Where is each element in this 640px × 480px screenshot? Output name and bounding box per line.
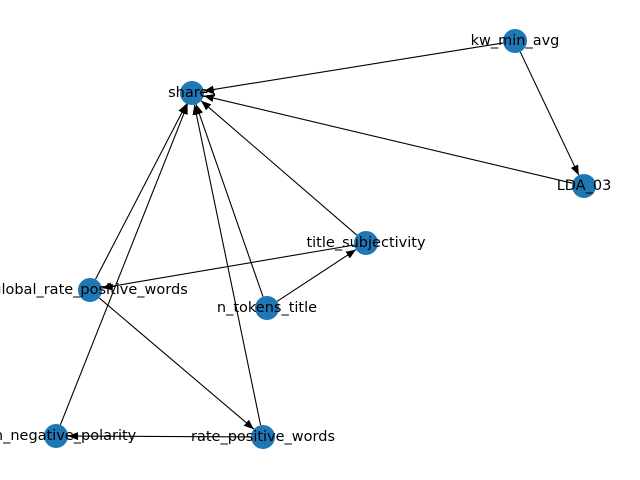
node-n_tokens_title	[255, 296, 279, 320]
node-shares	[180, 81, 204, 105]
edge-kw_min_avg-to-shares	[203, 42, 504, 94]
edge-rate_positive_words-to-min_negative_polarity	[67, 432, 252, 441]
edge-LDA_03-to-shares	[203, 94, 573, 184]
node-min_negative_polarity	[44, 424, 68, 448]
edge-rate_positive_words-to-shares	[192, 104, 262, 426]
edge-min_negative_polarity-to-shares	[59, 103, 189, 426]
node-label-n_tokens_title: n_tokens_title	[217, 300, 317, 316]
node-label-title_subjectivity: title_subjectivity	[306, 235, 425, 251]
edge-global_rate_positive_words-to-rate_positive_words	[98, 297, 255, 430]
labels-layer: shares kw_min_avg LDA_03 title_subjectivity…	[0, 33, 611, 445]
node-label-kw_min_avg: kw_min_avg	[471, 33, 560, 49]
node-rate_positive_words	[251, 425, 275, 449]
node-label-rate_positive_words: rate_positive_words	[191, 429, 335, 445]
edge-n_tokens_title-to-shares	[195, 104, 264, 297]
edge-title_subjectivity-to-shares	[200, 100, 358, 236]
node-label-LDA_03: LDA_03	[557, 178, 612, 194]
node-LDA_03	[572, 174, 596, 198]
node-label-global_rate_positive_words: global_rate_positive_words	[0, 282, 188, 298]
edge-global_rate_positive_words-to-shares	[95, 103, 187, 280]
nodes-layer	[44, 29, 596, 449]
node-label-shares: shares	[168, 85, 216, 101]
node-label-min_negative_polarity: min_negative_polarity	[0, 428, 137, 444]
edge-n_tokens_title-to-title_subjectivity	[276, 249, 357, 302]
node-global_rate_positive_words	[78, 278, 102, 302]
node-title_subjectivity	[354, 231, 378, 255]
node-kw_min_avg	[503, 29, 527, 53]
edges-layer	[59, 42, 580, 441]
edge-kw_min_avg-to-LDA_03	[519, 51, 580, 176]
